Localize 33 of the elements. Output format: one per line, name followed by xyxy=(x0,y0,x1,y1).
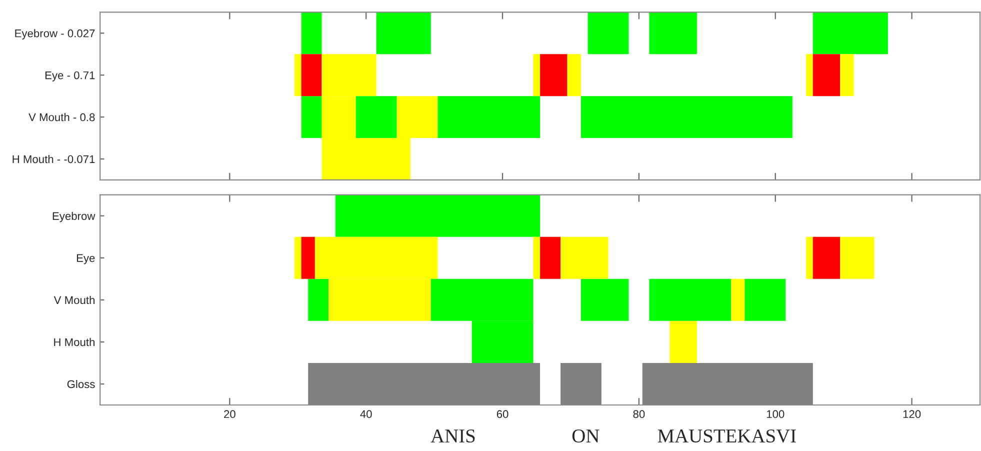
bar xyxy=(670,320,697,363)
bar xyxy=(588,12,629,54)
y-tick-label: Eyebrow - 0.027 xyxy=(15,29,95,40)
y-tick-label: Gloss xyxy=(67,380,95,388)
x-tick-label: 20 xyxy=(224,410,236,418)
text: ON xyxy=(572,429,600,443)
y-tick-label: Eye xyxy=(76,254,95,264)
bar xyxy=(533,54,540,96)
bar xyxy=(356,96,397,138)
text: ANIS xyxy=(430,429,475,443)
x-tick-label: 40 xyxy=(360,410,372,418)
bar xyxy=(812,54,840,96)
y-tick-label: V Mouth - 0.8 xyxy=(28,113,95,122)
y-tick-label: H Mouth xyxy=(54,338,94,346)
text: MAUSTEKASVI xyxy=(658,429,796,443)
y-tick-label: Eye - 0.71 xyxy=(45,71,95,82)
bar xyxy=(840,236,874,279)
y-tick-label: V Mouth xyxy=(54,296,94,304)
bar xyxy=(560,236,608,279)
bar xyxy=(806,54,813,96)
bar xyxy=(731,278,745,321)
bar xyxy=(812,236,840,279)
y-tick-label: Eyebrow xyxy=(52,212,96,222)
bar xyxy=(840,54,854,96)
x-tick-label: 120 xyxy=(903,410,921,418)
bar xyxy=(438,96,540,138)
x-tick-label: 80 xyxy=(633,410,645,418)
x-tick-label: 60 xyxy=(496,410,508,418)
y-tick-label: H Mouth - -0.071 xyxy=(12,154,95,164)
bar xyxy=(335,194,540,237)
bar xyxy=(308,278,329,321)
bar xyxy=(812,12,888,54)
x-tick-label: 100 xyxy=(766,410,784,418)
